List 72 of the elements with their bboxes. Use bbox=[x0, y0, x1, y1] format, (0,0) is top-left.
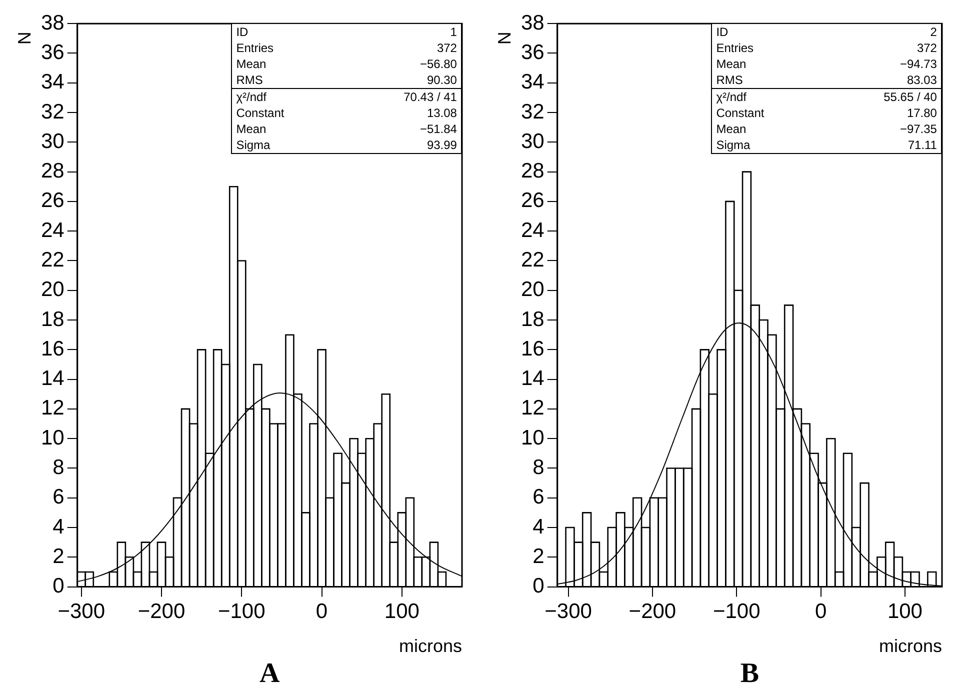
y-tick-label: 12 bbox=[41, 396, 64, 420]
x-tick-label: 0 bbox=[814, 600, 827, 624]
y-tick-label: 6 bbox=[532, 486, 544, 509]
text: B bbox=[739, 658, 760, 690]
text: Constant 13.08 bbox=[236, 106, 457, 120]
y-tick-label: 16 bbox=[521, 337, 544, 360]
text: Mean −51.84 bbox=[236, 122, 457, 136]
y-tick-label: 26 bbox=[41, 189, 64, 212]
x-axis-title: microns bbox=[398, 636, 462, 657]
y-tick-label: 20 bbox=[521, 278, 544, 302]
y-axis-title: N bbox=[14, 32, 34, 45]
y-tick-label: 6 bbox=[52, 486, 64, 509]
y-tick-label: 38 bbox=[521, 11, 544, 34]
y-tick-label: 38 bbox=[41, 11, 64, 34]
y-tick-label: 36 bbox=[41, 41, 64, 64]
x-tick-label: 0 bbox=[316, 600, 328, 624]
y-tick-label: 0 bbox=[532, 574, 544, 598]
y-tick-label: 14 bbox=[41, 367, 65, 390]
y-tick-label: 24 bbox=[521, 218, 545, 242]
text: ID 2 bbox=[716, 24, 937, 39]
text: Mean −94.73 bbox=[716, 56, 937, 71]
y-tick-label: 8 bbox=[532, 456, 544, 480]
x-axis-title: microns bbox=[878, 636, 942, 657]
y-axis-title: N bbox=[494, 32, 514, 45]
text: Sigma 93.99 bbox=[236, 138, 457, 152]
y-tick-label: 22 bbox=[521, 248, 544, 272]
x-tick-label: −300 bbox=[58, 600, 106, 624]
x-tick-label: −100 bbox=[712, 600, 760, 624]
x-tick-label: −200 bbox=[138, 600, 186, 624]
y-tick-label: 12 bbox=[521, 396, 544, 420]
x-tick-label: 100 bbox=[384, 600, 420, 624]
y-tick-label: 34 bbox=[521, 70, 545, 94]
text: Mean −56.80 bbox=[236, 56, 457, 71]
y-tick-label: 0 bbox=[52, 574, 64, 598]
text: Entries 372 bbox=[236, 40, 457, 55]
text: ID 1 bbox=[236, 24, 457, 39]
y-tick-label: 2 bbox=[52, 544, 64, 568]
y-tick-label: 28 bbox=[521, 160, 544, 183]
y-tick-label: 18 bbox=[521, 308, 544, 331]
text: Sigma 71.11 bbox=[716, 138, 937, 152]
y-tick-label: 20 bbox=[41, 278, 64, 302]
text: χ²/ndf 70.43 / 41 bbox=[236, 90, 457, 104]
text: RMS 90.30 bbox=[236, 72, 457, 87]
y-tick-label: 30 bbox=[41, 130, 64, 153]
y-tick-label: 2 bbox=[532, 544, 544, 568]
y-tick-label: 22 bbox=[41, 248, 64, 272]
y-tick-label: 4 bbox=[52, 515, 65, 538]
y-tick-label: 26 bbox=[521, 189, 544, 212]
y-tick-label: 34 bbox=[41, 70, 65, 94]
y-tick-label: 30 bbox=[521, 130, 544, 153]
y-tick-label: 4 bbox=[532, 515, 545, 538]
text: χ²/ndf 55.65 / 40 bbox=[716, 90, 937, 104]
x-tick-label: −300 bbox=[544, 600, 592, 624]
x-tick-label: −200 bbox=[628, 600, 676, 624]
x-tick-label: 100 bbox=[887, 600, 922, 624]
text: Entries 372 bbox=[716, 40, 937, 55]
text: Mean −97.35 bbox=[716, 122, 937, 136]
text: RMS 83.03 bbox=[716, 72, 937, 87]
y-tick-label: 36 bbox=[521, 41, 544, 64]
y-tick-label: 8 bbox=[52, 456, 64, 480]
y-tick-label: 32 bbox=[41, 100, 64, 124]
y-tick-label: 16 bbox=[41, 337, 64, 360]
y-tick-label: 24 bbox=[41, 218, 65, 242]
y-tick-label: 10 bbox=[41, 426, 64, 450]
y-tick-label: 28 bbox=[41, 160, 64, 183]
y-tick-label: 10 bbox=[521, 426, 544, 450]
text: A bbox=[258, 658, 281, 690]
y-tick-label: 32 bbox=[521, 100, 544, 124]
y-tick-label: 14 bbox=[521, 367, 545, 390]
x-tick-label: −100 bbox=[218, 600, 266, 624]
y-tick-label: 18 bbox=[41, 308, 64, 331]
text: Constant 17.80 bbox=[716, 106, 937, 120]
